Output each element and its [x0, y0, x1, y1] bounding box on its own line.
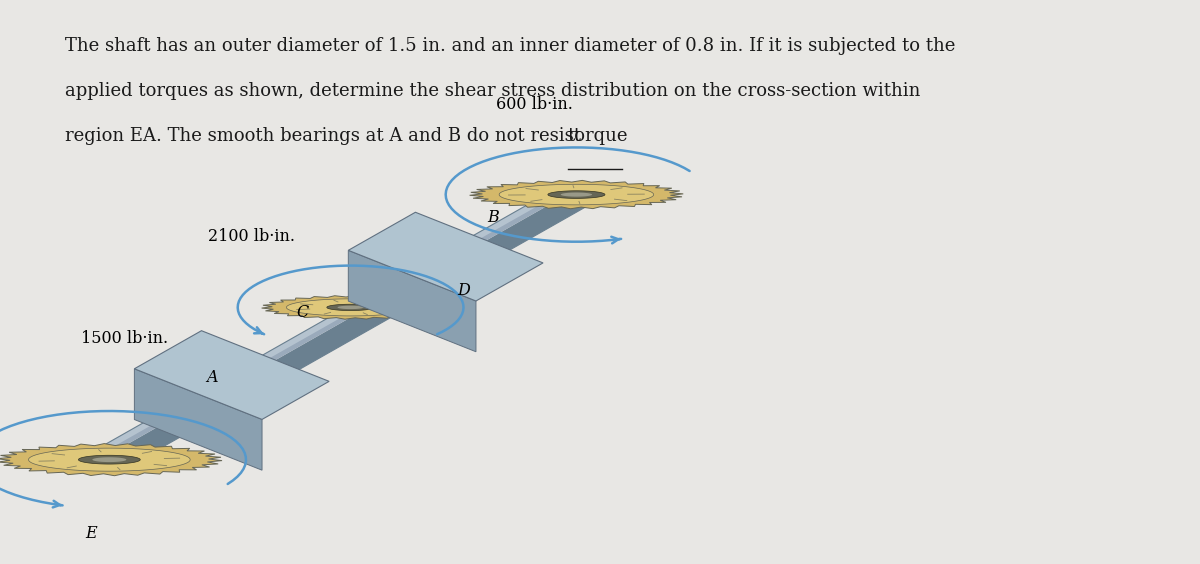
Text: 1500 lb·in.: 1500 lb·in. — [80, 330, 168, 347]
Text: B: B — [487, 209, 499, 226]
Polygon shape — [91, 187, 571, 457]
Text: A: A — [206, 369, 217, 386]
Text: E: E — [85, 525, 97, 541]
Polygon shape — [0, 444, 222, 475]
Polygon shape — [560, 192, 592, 197]
Polygon shape — [134, 369, 262, 470]
Polygon shape — [91, 187, 565, 455]
Text: torque: torque — [568, 127, 629, 145]
Polygon shape — [499, 184, 654, 205]
Text: region EA. The smooth bearings at A and B do not resist: region EA. The smooth bearings at A and … — [65, 127, 587, 145]
Polygon shape — [548, 191, 605, 199]
Text: The shaft has an outer diameter of 1.5 in. and an inner diameter of 0.8 in. If i: The shaft has an outer diameter of 1.5 i… — [65, 37, 955, 55]
Text: 2100 lb·in.: 2100 lb·in. — [208, 228, 295, 245]
Polygon shape — [262, 296, 439, 319]
Polygon shape — [104, 192, 595, 467]
Polygon shape — [337, 306, 364, 309]
Text: applied torques as shown, determine the shear stress distribution on the cross-s: applied torques as shown, determine the … — [65, 82, 920, 100]
Text: 600 lb·in.: 600 lb·in. — [497, 96, 574, 113]
Polygon shape — [29, 448, 190, 471]
Text: D: D — [457, 282, 470, 299]
Polygon shape — [348, 250, 476, 352]
Polygon shape — [92, 457, 126, 462]
Polygon shape — [326, 304, 374, 311]
Polygon shape — [287, 299, 415, 316]
Polygon shape — [348, 212, 544, 301]
Polygon shape — [78, 455, 140, 464]
Text: C: C — [296, 305, 310, 321]
Polygon shape — [469, 180, 683, 209]
Polygon shape — [134, 331, 329, 420]
